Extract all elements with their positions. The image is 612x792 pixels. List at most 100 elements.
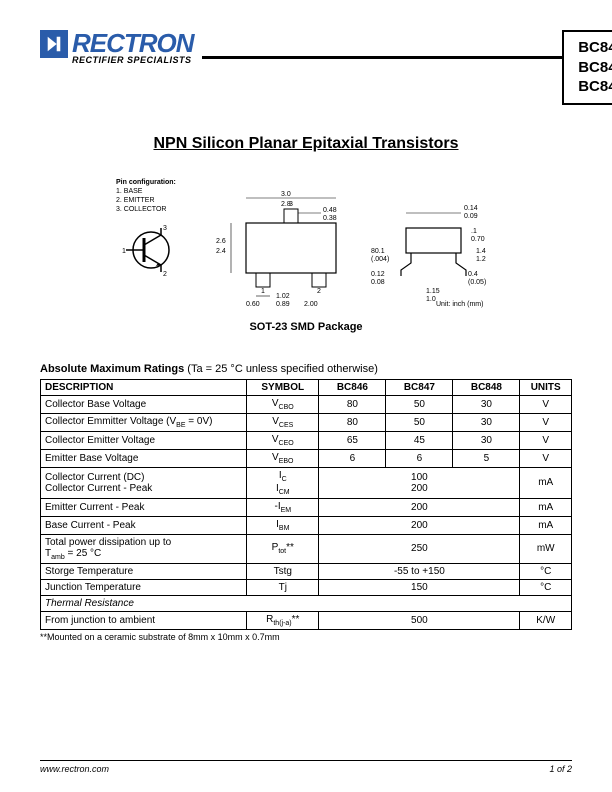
cell-symbol: VCES [247, 413, 319, 431]
cell-symbol: -IEM [247, 498, 319, 516]
header-rule [202, 56, 562, 59]
table-row: Junction TemperatureTj150°C [41, 579, 572, 595]
table-row: Storge TemperatureTstg-55 to +150°C [41, 563, 572, 579]
cell-desc: Collector Base Voltage [41, 395, 247, 413]
cell-value: 30 [453, 395, 520, 413]
cell-unit: K/W [520, 611, 572, 629]
table-row: Emitter Base VoltageVEBO665V [41, 449, 572, 467]
cell-value: 80 [319, 395, 386, 413]
part-number: BC847 [578, 58, 612, 78]
svg-text:2: 2 [163, 271, 167, 278]
cell-value: 6 [319, 449, 386, 467]
cell-symbol: ICICM [247, 467, 319, 498]
logo-name: RECTRON [72, 30, 194, 56]
svg-text:1.0: 1.0 [426, 296, 436, 303]
pin-label: 3. COLLECTOR [116, 205, 186, 214]
svg-text:.1: .1 [471, 228, 477, 235]
cell-value: 6 [386, 449, 453, 467]
cell-value: -55 to +150 [319, 563, 520, 579]
col-bc846: BC846 [319, 379, 386, 395]
package-caption: SOT-23 SMD Package [40, 321, 572, 333]
pin-config-header: Pin configuration: [116, 178, 186, 187]
table-row: Collector Current (DC)Collector Current … [41, 467, 572, 498]
svg-text:3: 3 [163, 225, 167, 232]
cell-symbol: Tstg [247, 563, 319, 579]
cell-desc: Collector Emitter Voltage [41, 431, 247, 449]
svg-text:Unit: inch (mm): Unit: inch (mm) [436, 301, 483, 308]
table-row: From junction to ambient Rth(j-a)** 500 … [41, 611, 572, 629]
col-bc848: BC848 [453, 379, 520, 395]
cell-symbol: Tj [247, 579, 319, 595]
table-row: Total power dissipation up toTamb = 25 °… [41, 534, 572, 563]
ratings-table: DESCRIPTION SYMBOL BC846 BC847 BC848 UNI… [40, 379, 572, 630]
col-symbol: SYMBOL [247, 379, 319, 395]
ratings-title: Absolute Maximum Ratings (Ta = 25 °C unl… [40, 363, 572, 375]
table-row: Collector Emitter VoltageVCEO654530V [41, 431, 572, 449]
svg-text:2.00: 2.00 [304, 301, 318, 308]
cell-desc: Emitter Base Voltage [41, 449, 247, 467]
svg-text:1.02: 1.02 [276, 293, 290, 300]
svg-text:1: 1 [122, 248, 126, 255]
cell-unit: V [520, 413, 572, 431]
cell-value: 50 [386, 413, 453, 431]
svg-text:2.8: 2.8 [281, 201, 291, 208]
cell-value: 45 [386, 431, 453, 449]
svg-text:(.004): (.004) [371, 256, 389, 263]
diagram-row: Pin configuration: 1. BASE 2. EMITTER 3.… [40, 178, 572, 313]
cell-value: 30 [453, 413, 520, 431]
pin-label: 1. BASE [116, 187, 186, 196]
cell-unit: °C [520, 563, 572, 579]
part-number: BC846 [578, 38, 612, 58]
table-row: Base Current - PeakIBM200mA [41, 516, 572, 534]
cell-desc: Storge Temperature [41, 563, 247, 579]
svg-text:1.2: 1.2 [476, 256, 486, 263]
table-row: Emitter Current - Peak-IEM200mA [41, 498, 572, 516]
cell-value: 5 [453, 449, 520, 467]
cell-symbol: Ptot** [247, 534, 319, 563]
cell-desc: Total power dissipation up toTamb = 25 °… [41, 534, 247, 563]
cell-desc: Collector Current (DC)Collector Current … [41, 467, 247, 498]
cell-unit: mA [520, 467, 572, 498]
svg-text:0.48: 0.48 [323, 207, 337, 214]
cell-symbol: VCEO [247, 431, 319, 449]
cell-symbol: VEBO [247, 449, 319, 467]
cell-unit: mW [520, 534, 572, 563]
svg-text:0.12: 0.12 [371, 271, 385, 278]
cell-value: 150 [319, 579, 520, 595]
svg-text:2.6: 2.6 [216, 238, 226, 245]
thermal-header: Thermal Resistance [41, 595, 572, 611]
svg-text:0.4: 0.4 [468, 271, 478, 278]
cell-symbol: VCBO [247, 395, 319, 413]
logo-subtitle: RECTIFIER SPECIALISTS [72, 56, 194, 65]
cell-desc: Collector Emmitter Voltage (VBE = 0V) [41, 413, 247, 431]
svg-text:0.60: 0.60 [246, 301, 260, 308]
svg-text:0.14: 0.14 [464, 205, 478, 212]
page-number: 1 of 2 [549, 764, 572, 774]
table-row: Collector Base VoltageVCBO805030V [41, 395, 572, 413]
table-row: Collector Emmitter Voltage (VBE = 0V)VCE… [41, 413, 572, 431]
page-title: NPN Silicon Planar Epitaxial Transistors [40, 135, 572, 153]
col-description: DESCRIPTION [41, 379, 247, 395]
cell-desc: Base Current - Peak [41, 516, 247, 534]
cell-value: 500 [319, 611, 520, 629]
header: RECTRON RECTIFIER SPECIALISTS BC846 BC84… [40, 30, 572, 105]
cell-desc: Emitter Current - Peak [41, 498, 247, 516]
cell-unit: mA [520, 516, 572, 534]
svg-text:2: 2 [317, 288, 321, 295]
pin-config-block: Pin configuration: 1. BASE 2. EMITTER 3.… [116, 178, 186, 285]
cell-unit: V [520, 449, 572, 467]
cell-value: 100200 [319, 467, 520, 498]
svg-text:1.15: 1.15 [426, 288, 440, 295]
svg-text:(0.05): (0.05) [468, 279, 486, 286]
svg-text:0.09: 0.09 [464, 213, 478, 220]
col-bc847: BC847 [386, 379, 453, 395]
svg-text:1.4: 1.4 [476, 248, 486, 255]
cell-value: 50 [386, 395, 453, 413]
cell-value: 200 [319, 516, 520, 534]
svg-text:0.38: 0.38 [323, 215, 337, 222]
cell-symbol: IBM [247, 516, 319, 534]
svg-text:0.89: 0.89 [276, 301, 290, 308]
part-number-box: BC846 BC847 BC848 [562, 30, 612, 105]
svg-text:0.08: 0.08 [371, 279, 385, 286]
logo-icon [40, 30, 68, 58]
